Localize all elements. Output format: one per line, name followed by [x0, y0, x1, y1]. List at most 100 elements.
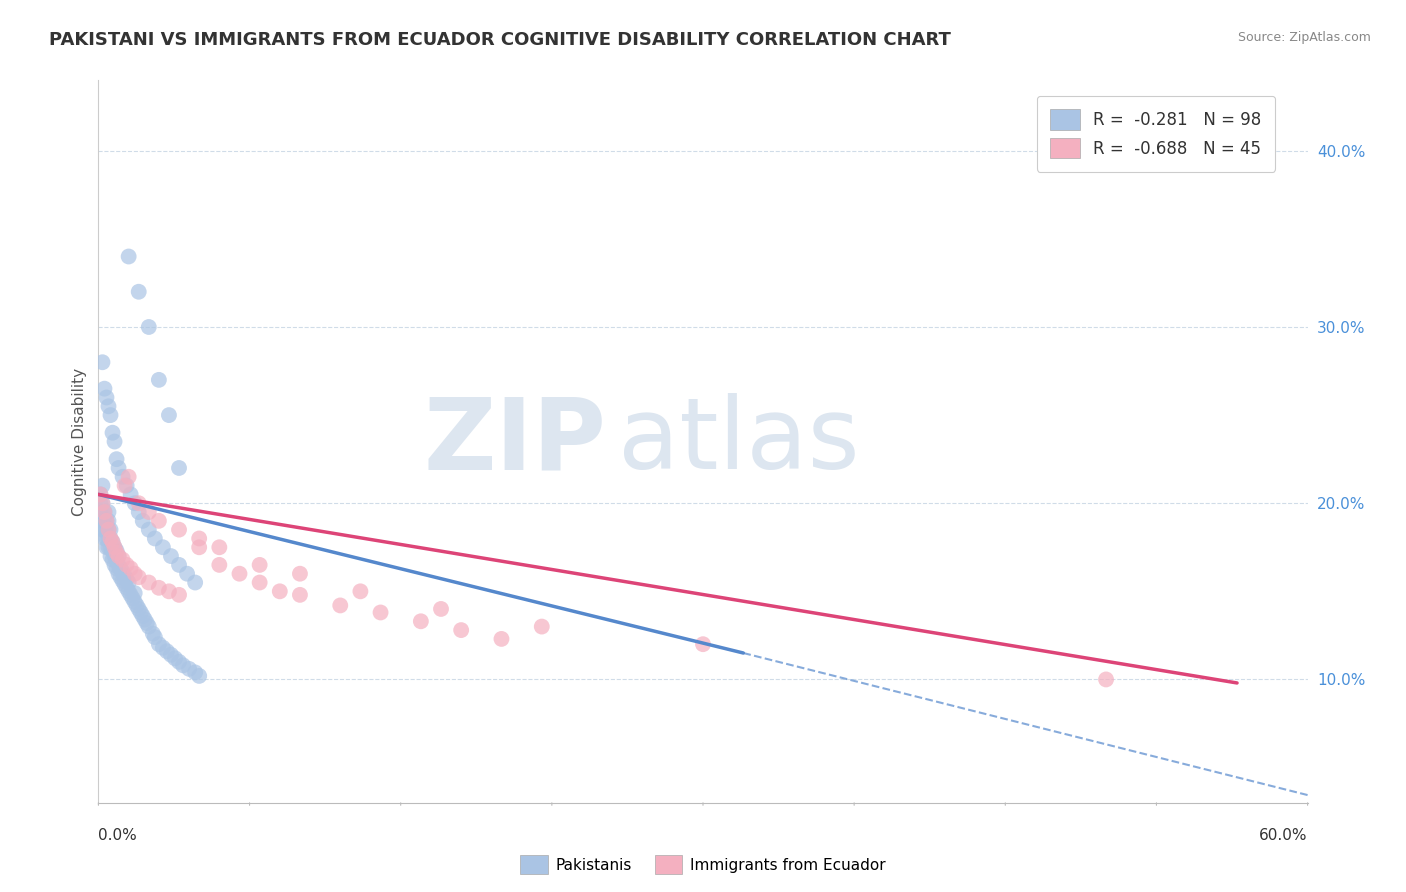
Point — [107, 566, 129, 581]
Point — [111, 552, 134, 566]
Point — [188, 669, 211, 683]
Point — [188, 532, 211, 546]
Point — [176, 566, 198, 581]
Point — [148, 581, 170, 595]
Point — [132, 514, 155, 528]
Point — [118, 575, 141, 590]
Point — [208, 541, 231, 555]
Point — [148, 373, 170, 387]
Point — [124, 566, 146, 581]
Point — [167, 523, 190, 537]
Point — [530, 619, 553, 633]
Point — [107, 558, 129, 572]
Point — [118, 584, 141, 599]
Point — [105, 545, 128, 559]
Point — [103, 558, 125, 572]
Point — [160, 648, 183, 662]
Point — [148, 637, 170, 651]
Point — [115, 572, 138, 586]
Point — [179, 662, 201, 676]
Point — [118, 470, 141, 484]
Point — [96, 391, 118, 405]
Point — [111, 470, 134, 484]
Point — [167, 461, 190, 475]
Point — [91, 505, 114, 519]
Point — [138, 320, 160, 334]
Point — [138, 523, 160, 537]
Point — [93, 382, 115, 396]
Point — [107, 549, 129, 563]
Point — [430, 602, 453, 616]
Point — [138, 505, 160, 519]
Point — [103, 434, 125, 449]
Text: atlas: atlas — [619, 393, 860, 490]
Point — [111, 565, 134, 579]
Point — [100, 541, 122, 555]
Point — [103, 549, 125, 563]
Point — [143, 630, 166, 644]
Point — [143, 532, 166, 546]
Point — [125, 599, 148, 613]
Point — [93, 505, 115, 519]
Point — [160, 549, 183, 563]
Point — [91, 355, 114, 369]
Point — [128, 602, 150, 616]
Point — [120, 561, 142, 575]
Point — [349, 584, 371, 599]
Point — [105, 543, 128, 558]
Legend: R =  -0.281   N = 98, R =  -0.688   N = 45: R = -0.281 N = 98, R = -0.688 N = 45 — [1036, 95, 1275, 171]
Point — [97, 541, 120, 555]
Point — [105, 561, 128, 575]
Y-axis label: Cognitive Disability: Cognitive Disability — [72, 368, 87, 516]
Point — [124, 586, 146, 600]
Point — [97, 523, 120, 537]
Point — [124, 496, 146, 510]
Point — [115, 581, 138, 595]
Point — [89, 496, 111, 510]
Point — [97, 532, 120, 546]
Point — [96, 523, 118, 537]
Point — [128, 505, 150, 519]
Point — [184, 665, 207, 680]
Text: 0.0%: 0.0% — [98, 828, 138, 843]
Point — [129, 606, 152, 620]
Point — [105, 552, 128, 566]
Point — [157, 408, 180, 422]
Point — [135, 615, 157, 630]
Point — [409, 615, 432, 629]
Point — [115, 478, 138, 492]
Point — [132, 609, 155, 624]
Point — [148, 514, 170, 528]
Point — [97, 399, 120, 413]
Point — [100, 549, 122, 563]
Point — [172, 658, 194, 673]
Point — [100, 523, 122, 537]
Point — [93, 505, 115, 519]
Point — [152, 640, 174, 655]
Point — [96, 514, 118, 528]
Point — [105, 452, 128, 467]
Point — [91, 496, 114, 510]
Point — [208, 558, 231, 572]
Point — [152, 541, 174, 555]
Point — [228, 566, 250, 581]
Text: Source: ZipAtlas.com: Source: ZipAtlas.com — [1237, 31, 1371, 45]
Point — [128, 570, 150, 584]
Point — [288, 588, 311, 602]
Point — [450, 623, 472, 637]
Point — [100, 408, 122, 422]
Point — [101, 535, 124, 549]
Point — [184, 575, 207, 590]
Point — [120, 487, 142, 501]
Point — [93, 532, 115, 546]
Point — [101, 425, 124, 440]
Point — [120, 588, 142, 602]
Point — [96, 514, 118, 528]
Point — [114, 568, 136, 582]
Point — [97, 523, 120, 537]
Point — [329, 599, 352, 613]
Point — [100, 532, 122, 546]
Point — [269, 584, 291, 599]
Point — [128, 285, 150, 299]
Point — [96, 532, 118, 546]
